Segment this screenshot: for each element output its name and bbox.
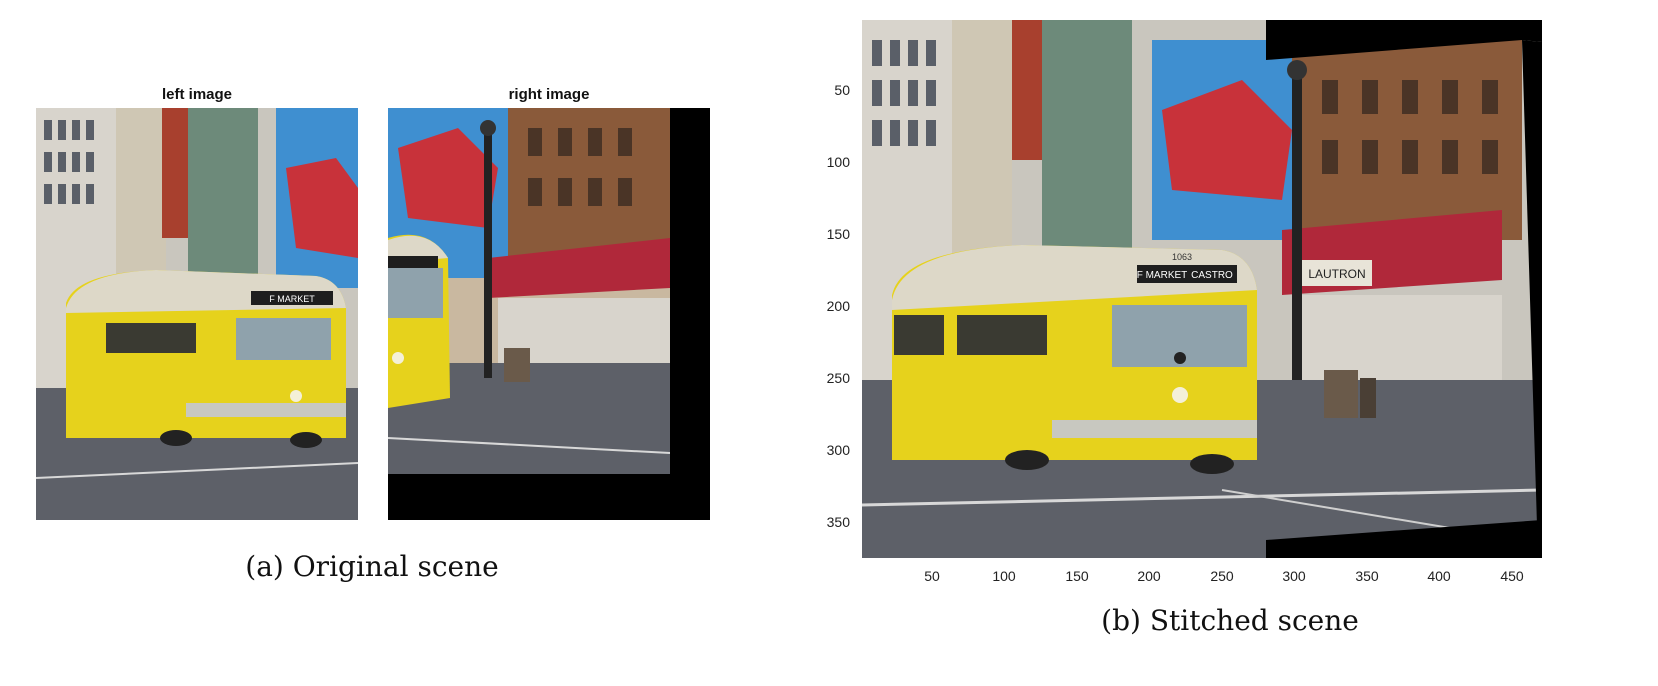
right-image-title: right image [508,86,590,103]
x-tick-label: 450 [1500,568,1524,584]
left-image-title: left image [161,86,233,103]
x-tick-label: 200 [1137,568,1161,584]
y-tick-label: 350 [826,514,850,530]
y-tick-label: 100 [826,154,850,170]
tram-number: 1063 [1172,252,1192,262]
y-tick-label: 150 [826,226,850,242]
right-image [388,108,710,520]
x-tick-label: 300 [1282,568,1306,584]
left-image: F MARKET [36,108,358,520]
tram-destination-left: F MARKET [1137,270,1188,281]
stitched-image: LAUTRON F MARKET CASTRO 1063 [862,20,1542,558]
storefront-sign: LAUTRON [1308,267,1365,281]
x-tick-label: 350 [1355,568,1379,584]
caption-b: (b) Stitched scene [1101,604,1359,637]
x-tick-label: 100 [992,568,1016,584]
y-tick-label: 50 [834,82,850,98]
y-tick-label: 300 [826,442,850,458]
y-tick-label: 200 [826,298,850,314]
x-tick-label: 250 [1210,568,1234,584]
caption-a: (a) Original scene [245,550,499,583]
tram-sign-text: F MARKET [269,294,315,304]
tram-destination-right: CASTRO [1191,270,1233,281]
y-tick-label: 250 [826,370,850,386]
x-tick-label: 400 [1427,568,1451,584]
x-tick-label: 50 [924,568,940,584]
x-tick-label: 150 [1065,568,1089,584]
